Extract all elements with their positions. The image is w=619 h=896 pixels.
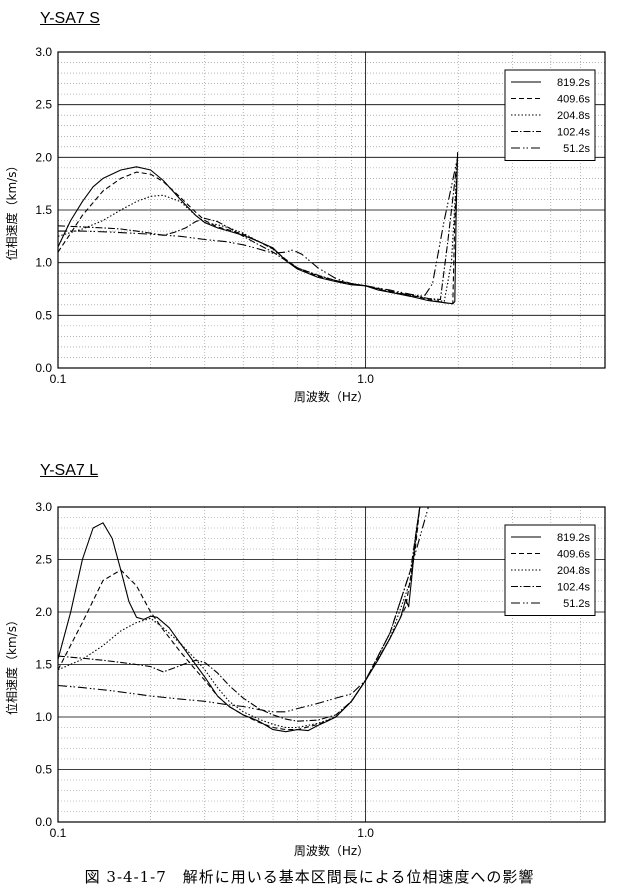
y-tick-label: 1.5 — [35, 658, 52, 672]
legend-label: 819.2s — [557, 532, 591, 544]
legend-label: 51.2s — [563, 598, 590, 610]
x-axis-label: 周波数（Hz） — [294, 843, 369, 858]
y-tick-label: 2.0 — [35, 605, 52, 619]
series-line-102.4s — [57, 157, 459, 301]
legend-label: 409.6s — [557, 94, 591, 106]
x-tick-label: 0.1 — [50, 372, 67, 386]
x-tick-label: 0.1 — [50, 826, 67, 840]
series-line-204.8s — [57, 157, 459, 303]
y-tick-label: 0.5 — [35, 308, 52, 322]
legend-box — [504, 524, 596, 616]
y-tick-label: 1.0 — [35, 710, 52, 724]
plot-frame — [57, 51, 606, 369]
legend-label: 102.4s — [557, 127, 591, 139]
legend-label: 204.8s — [557, 565, 591, 577]
y-tick-label: 0.5 — [35, 763, 52, 777]
legend-label: 51.2s — [563, 143, 590, 155]
y-tick-label: 3.0 — [35, 45, 52, 59]
chart-1: 0.0 0.5 1.0 1.5 2.0 2.5 3.0 0.1 1.0 周波数（Hz） 位相速度（k… — [4, 45, 606, 404]
series-line-409.6s — [57, 506, 421, 731]
y-tick-label: 2.5 — [35, 553, 52, 567]
y-tick-label: 3.0 — [35, 500, 52, 514]
y-tick-label: 1.0 — [35, 256, 52, 270]
series-line-51.2s — [58, 157, 459, 297]
chart-title-1: Y-SA7 S — [40, 10, 100, 27]
y-axis-label: 位相速度（km/s） — [4, 160, 19, 261]
y-axis-label: 位相速度（km/s） — [4, 614, 19, 715]
y-tick-label: 2.0 — [35, 150, 52, 164]
legend-box — [504, 69, 596, 161]
legend-label: 102.4s — [557, 582, 591, 594]
y-tick-label: 0.0 — [35, 361, 52, 375]
series-line-409.6s — [57, 157, 459, 305]
y-tick-label: 0.0 — [35, 815, 52, 829]
legend-label: 204.8s — [557, 110, 591, 122]
series-line-102.4s — [57, 506, 421, 722]
legend-label: 819.2s — [557, 77, 591, 89]
figure-caption: 図 3-4-1-7 解析に用いる基本区間長による位相速度への影響 — [84, 868, 535, 886]
plot-frame — [57, 506, 606, 823]
chart-title-2: Y-SA7 L — [40, 462, 99, 479]
series-line-819.2s — [57, 152, 459, 305]
x-axis-label: 周波数（Hz） — [294, 389, 369, 404]
legend: 819.2s 409.6s 204.8s 102.4s 51.2s — [504, 524, 596, 616]
legend: 819.2s 409.6s 204.8s 102.4s 51.2s — [504, 69, 596, 161]
legend-label: 409.6s — [557, 549, 591, 561]
y-tick-label: 1.5 — [35, 203, 52, 217]
chart-2: 0.0 0.5 1.0 1.5 2.0 2.5 3.0 0.1 1.0 周波数（Hz） 位相速度（k… — [4, 500, 606, 858]
y-tick-label: 2.5 — [35, 98, 52, 112]
x-tick-label: 1.0 — [357, 826, 374, 840]
x-tick-label: 1.0 — [357, 372, 374, 386]
series-line-51.2s — [57, 506, 429, 713]
